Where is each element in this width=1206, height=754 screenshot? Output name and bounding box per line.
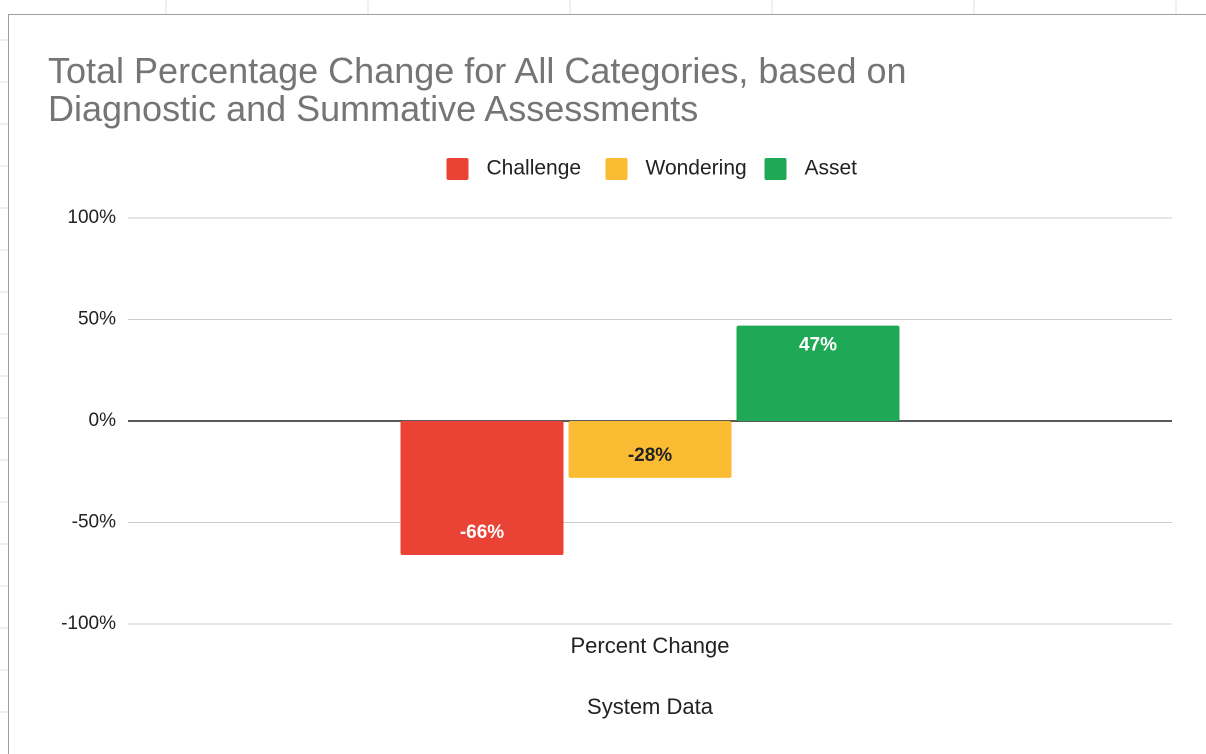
data-label: -66% xyxy=(460,522,504,543)
data-label: -28% xyxy=(628,445,672,466)
legend-label: Asset xyxy=(805,157,858,180)
sheet-grid xyxy=(0,0,1177,713)
chart-frame xyxy=(8,14,1206,754)
bar xyxy=(568,421,732,478)
y-tick-label: -50% xyxy=(72,512,116,533)
legend-swatch xyxy=(605,158,628,180)
chart-title: Total Percentage Change for All Categori… xyxy=(48,50,907,129)
y-tick-label: -100% xyxy=(61,613,116,634)
legend-swatch xyxy=(764,158,787,180)
legend-swatch xyxy=(446,158,469,180)
y-tick-label: 50% xyxy=(78,309,116,330)
data-label: 47% xyxy=(799,335,837,356)
x-tick-label: Percent Change xyxy=(571,633,730,658)
x-axis-label: System Data xyxy=(587,694,714,719)
legend-label: Challenge xyxy=(487,157,582,180)
bar xyxy=(736,325,900,421)
bar xyxy=(400,421,564,555)
y-tick-label: 0% xyxy=(89,410,117,431)
y-tick-label: 100% xyxy=(67,207,116,228)
legend-label: Wondering xyxy=(646,157,747,180)
